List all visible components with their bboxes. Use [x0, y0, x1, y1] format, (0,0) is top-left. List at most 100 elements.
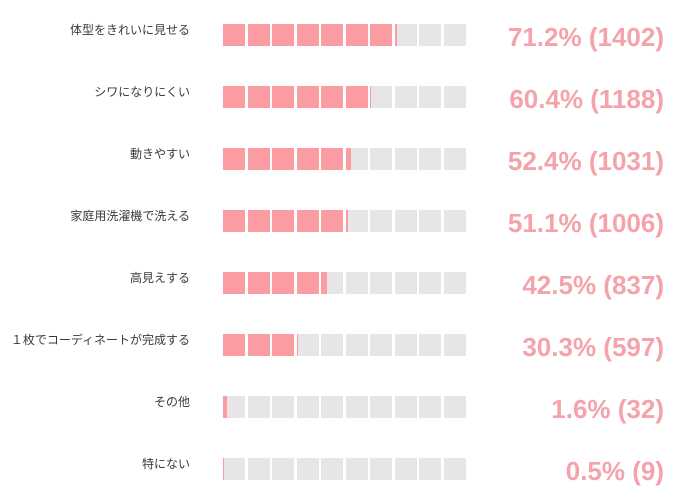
bar-segment [247, 24, 270, 46]
bar-segment [370, 24, 392, 46]
value-label: 42.5% (837) [522, 270, 664, 300]
bar-segment-fill [272, 272, 294, 294]
value-label: 1.6% (32) [551, 394, 664, 424]
value-label: 52.4% (1031) [507, 146, 664, 176]
bar-segment [296, 210, 319, 232]
bar-segment [345, 396, 368, 418]
bar-segment-fill [272, 334, 294, 356]
bar-segment [370, 272, 392, 294]
bar-segment [296, 86, 319, 108]
bar-segment-fill [247, 272, 270, 294]
bar [223, 148, 466, 170]
bar-segment [296, 396, 319, 418]
bar [223, 210, 466, 232]
bar-segment-fill [223, 148, 245, 170]
bar-segment [370, 210, 392, 232]
bar-segment-fill [223, 458, 225, 480]
bar-segment [443, 272, 466, 294]
bar-segment [321, 86, 343, 108]
bar [223, 458, 466, 480]
bar-segment [223, 458, 245, 480]
bar-segment [370, 396, 392, 418]
bar-segment [443, 396, 466, 418]
bar-segment [247, 272, 270, 294]
bar-segment [394, 148, 417, 170]
bar-segment-fill [272, 86, 294, 108]
bar-segment [272, 148, 294, 170]
bar-segment [296, 148, 319, 170]
bar-segment-fill [223, 396, 227, 418]
bar-segment [272, 272, 294, 294]
bar-segment [443, 334, 466, 356]
bar-segment-fill [296, 210, 319, 232]
bar-segment-fill [272, 24, 294, 46]
bar [223, 24, 466, 46]
bar-segment [419, 210, 441, 232]
bar-segment [419, 148, 441, 170]
bar-segment-fill [345, 148, 351, 170]
bar-segment [321, 458, 343, 480]
bar-segment [247, 396, 270, 418]
bar-segment-fill [345, 86, 368, 108]
bar-segment [247, 334, 270, 356]
bar-segment [345, 86, 368, 108]
bar-segment [443, 24, 466, 46]
bar-segment-fill [321, 210, 343, 232]
bar-segment [394, 334, 417, 356]
bar-segment [223, 24, 245, 46]
bar-segment-fill [394, 24, 398, 46]
bar-segment-fill [223, 272, 245, 294]
category-label: 高見えする [129, 271, 190, 285]
bar-segment [272, 210, 294, 232]
bar-segment [321, 24, 343, 46]
category-label: 体型をきれいに見せる [69, 23, 190, 37]
bar-segment-fill [370, 86, 371, 108]
bar-segment [370, 334, 392, 356]
bar-segment [223, 272, 245, 294]
bar-segment [296, 458, 319, 480]
bar [223, 86, 466, 108]
bar-segment-fill [223, 24, 245, 46]
bar-segment [394, 458, 417, 480]
bar-segment [296, 272, 319, 294]
value-label: 30.3% (597) [522, 332, 664, 362]
bar-segment-fill [296, 272, 319, 294]
category-label: その他 [153, 395, 190, 409]
bar-segment-fill [321, 272, 327, 294]
bar-segment-fill [321, 148, 343, 170]
bar-segment [321, 334, 343, 356]
bar-segment-fill [223, 334, 245, 356]
bar-segment [247, 210, 270, 232]
bar-segment [321, 210, 343, 232]
bar-segment [419, 396, 441, 418]
bar-segment-fill [296, 148, 319, 170]
bar-segment [370, 86, 392, 108]
bar-segment [370, 458, 392, 480]
bar-segment [272, 396, 294, 418]
bar [223, 334, 466, 356]
bar-segment [272, 24, 294, 46]
bar-segment [296, 24, 319, 46]
bar-segment [394, 24, 417, 46]
bar-segment [272, 334, 294, 356]
bar-segment [223, 148, 245, 170]
bar-segment [443, 210, 466, 232]
bar-segment [247, 86, 270, 108]
bar-segment-fill [247, 334, 270, 356]
value-label: 0.5% (9) [565, 456, 664, 486]
bar-segment-fill [223, 210, 245, 232]
bar-segment [223, 210, 245, 232]
bar-segment [247, 148, 270, 170]
bar-segment [419, 86, 441, 108]
bar-segment-fill [247, 86, 270, 108]
bar-segment [345, 24, 368, 46]
bar-segment-fill [321, 24, 343, 46]
bar-segment [272, 86, 294, 108]
bar-segment-fill [223, 86, 245, 108]
bar-segment [394, 86, 417, 108]
bar-segment [370, 148, 392, 170]
value-label: 51.1% (1006) [507, 208, 664, 238]
bar-segment-fill [296, 334, 298, 356]
bar-segment [296, 334, 319, 356]
